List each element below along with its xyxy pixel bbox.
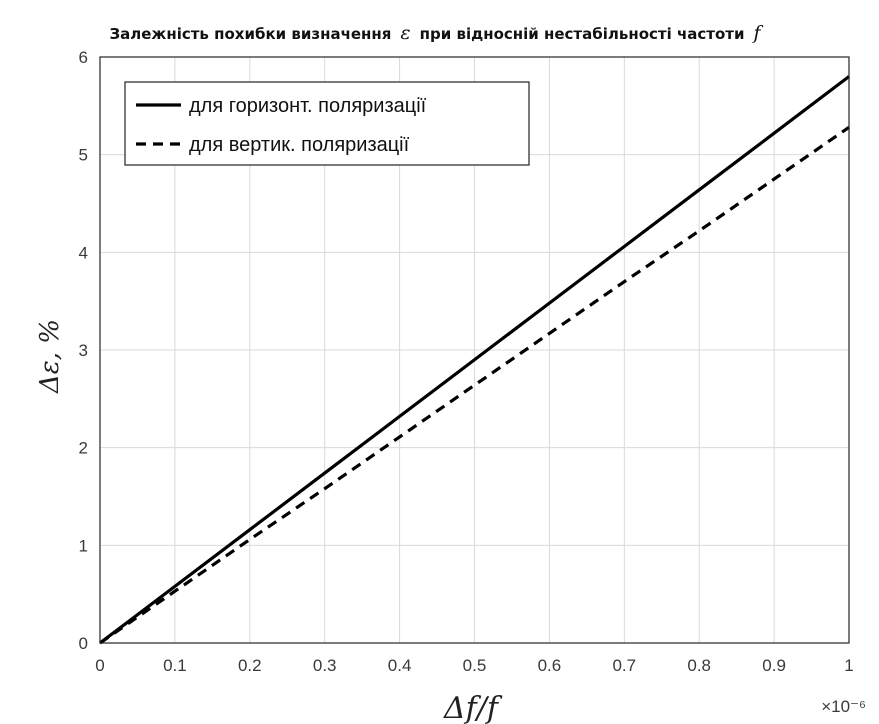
chart-title: Залежність похибки визначення ε при віднос… [0, 22, 879, 44]
title-epsilon-symbol: ε [400, 22, 411, 44]
x-tick-label: 0.4 [388, 656, 412, 675]
x-tick-label: 0.6 [538, 656, 562, 675]
y-axis-label: Δε, % [35, 319, 65, 394]
series-lines [99, 75, 850, 645]
x-tick-label: 0 [95, 656, 104, 675]
legend-label-vertical: для вертик. поляризації [189, 134, 410, 156]
x-tick-label: 0.5 [463, 656, 487, 675]
series-line-0 [99, 75, 850, 645]
x-tick-label: 0.3 [313, 656, 337, 675]
series-line-1 [99, 126, 850, 645]
legend: для горизонт. поляризації для вертик. по… [124, 81, 530, 166]
x-tick-label: 0.8 [687, 656, 711, 675]
y-tick-label: 1 [79, 536, 88, 555]
y-tick-label: 0 [79, 634, 88, 653]
x-tick-label: 0.2 [238, 656, 262, 675]
y-tick-label: 5 [79, 146, 88, 165]
plot-frame [99, 56, 850, 644]
title-part-2: при відносній нестабільності частоти [419, 25, 745, 43]
legend-box [124, 81, 530, 166]
legend-label-horizontal: для горизонт. поляризації [189, 95, 427, 117]
y-tick-label: 6 [79, 48, 88, 67]
tick-labels: 0 0.1 0.2 0.3 0.4 0.5 0.6 0.7 0.8 0.9 1 0 1 2 3 4 5 6 [79, 48, 854, 675]
x-tick-label: 0.7 [612, 656, 636, 675]
y-tick-label: 2 [79, 439, 88, 458]
title-f-symbol: f [753, 22, 761, 44]
x-axis-label: Δf/f [443, 691, 503, 724]
x-axis-multiplier: ×10⁻⁶ [821, 697, 866, 716]
x-tick-label: 0.1 [163, 656, 187, 675]
y-tick-label: 4 [79, 243, 88, 262]
x-tick-label: 1 [844, 656, 853, 675]
title-part-1: Залежність похибки визначення [109, 25, 392, 43]
x-tick-label: 0.9 [762, 656, 786, 675]
y-tick-label: 3 [79, 341, 88, 360]
